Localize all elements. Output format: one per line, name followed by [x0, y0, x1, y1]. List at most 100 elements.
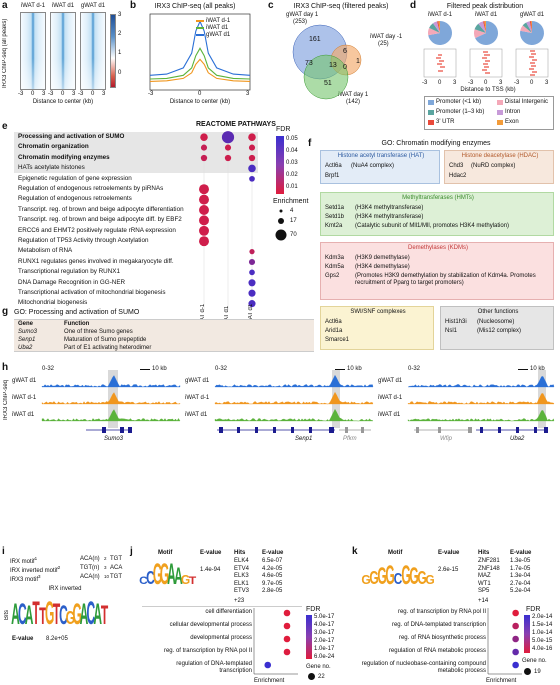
logo-letter: T [189, 576, 196, 587]
logo-letter: G [153, 558, 162, 591]
gene-name: Sumo3 [104, 436, 124, 442]
go-term: cell differentiation [205, 609, 252, 615]
hmt-gene: Setd1b [325, 214, 345, 220]
hdac-function: (NuRD complex) [471, 163, 516, 169]
irx-motif-row: IRX motif1 ACA(n) 2 TGT [10, 556, 122, 565]
motif-hit-name: SP5 [478, 588, 490, 595]
heatmap-xlabel: Distance to center (kb) [32, 99, 94, 105]
other-functions-box: Other functions Hist1h3i (Nucleosome) Ns… [440, 306, 554, 350]
venn-circle-iwat-d1 [303, 54, 349, 100]
pie-slice [531, 21, 532, 33]
go-term: developmental process [190, 635, 252, 641]
profile-plot [149, 13, 251, 91]
sumo-header: Function [64, 321, 90, 327]
pathway-dot [249, 249, 255, 255]
go-term: cellular developmental process [169, 622, 252, 628]
pie-slice [483, 21, 486, 33]
logo-letter: G [377, 564, 386, 591]
legend-item: 3' UTR [428, 119, 454, 125]
fdr-tick: 1.0e-17 [314, 646, 335, 652]
hat-title: Histone acetyl transferase (HAT) [337, 153, 425, 159]
hmt-box: Methyltransferases (HMTs) Setd1a (H3K4 m… [320, 192, 554, 236]
pie-slice [529, 21, 532, 33]
go-chromatin-title: GO: Chromatin modifying enzymes [381, 140, 491, 147]
enrichment-title: Enrichment [273, 198, 309, 205]
pathway-dot [248, 133, 256, 141]
heatmap-tick: 3 [102, 91, 106, 97]
other-functions-title: Other functions [477, 309, 519, 315]
irx-motif-end: ACA [110, 565, 123, 571]
heatmap-tick: 0 [91, 91, 95, 97]
motif-hit-evalue: 1.3e-05 [510, 558, 531, 564]
heatmap-colorbar [110, 14, 116, 88]
motif-header: Motif [158, 550, 173, 556]
distribution-legend: Promoter (<1 kb) Distal Intergenic Promo… [424, 96, 554, 130]
logo-letter: A [174, 564, 183, 591]
pathway-dot [248, 300, 256, 308]
venn-count: 51 [324, 80, 332, 87]
panel-label-c: c [268, 0, 274, 11]
heatmap-tick: 3 [42, 91, 46, 97]
fdr-tick: 2.0e-14 [532, 614, 553, 620]
profile-line-1 [149, 47, 251, 80]
irx-motif-seq: ACA(n) [80, 574, 100, 580]
fdr-tick: 6.0e-24 [314, 654, 335, 660]
track-iwat-dm1 [407, 393, 555, 405]
legend-label: iWAT d-1 [206, 18, 231, 24]
heatmap-tick: -3 [48, 91, 54, 97]
enrichment-tick: 17 [290, 218, 297, 224]
go-term: regulation of nucleobase-containing comp… [361, 661, 486, 674]
gene-model [217, 427, 371, 433]
enrichment-legend [275, 209, 287, 241]
scale-bar: 10 kb [152, 366, 167, 372]
scale-line [335, 369, 345, 370]
legend-label: Distal Intergenic [505, 99, 549, 105]
distribution-title: Filtered peak distribution [446, 3, 524, 10]
profile-xlabel: Distance to center (kb) [169, 99, 231, 105]
hdac-title: Histone deacetylase (HDAC) [461, 153, 539, 159]
go-dot [512, 609, 519, 617]
venn-title: IRX3 ChIP-seq (filtered peaks) [293, 3, 389, 10]
venn-count: 161 [309, 36, 321, 43]
heatmap-iwat-d1 [50, 12, 76, 90]
chip-signal [214, 391, 374, 405]
chip-signal [407, 393, 555, 405]
venn-count: 0 [343, 64, 347, 71]
track-iwat-d1 [41, 409, 181, 422]
heatmap-tick: -3 [78, 91, 84, 97]
gene-model [86, 427, 132, 433]
hat-gene: Actl6a [325, 163, 342, 169]
gene-name: Wfip [440, 436, 452, 442]
fdr-tick: 0.01 [286, 184, 298, 190]
venn-set-name: iWAT day -1 [370, 34, 403, 40]
other-function: (Nucleosome) [477, 319, 515, 325]
track-range: 0-32 [408, 366, 421, 372]
gene-name: Senp1 [295, 436, 313, 442]
irx-motif-name: IRX motif [10, 559, 35, 565]
go-xlabel-j: Enrichment [254, 678, 285, 684]
motif-hit-evalue: 9.7e-05 [262, 580, 283, 587]
venn-count: 1 [356, 58, 360, 65]
panel-label-k: k [352, 546, 358, 557]
pathway-dot [224, 144, 232, 151]
fdr-tick: 0.02 [286, 172, 298, 178]
pie-slice [438, 21, 440, 33]
distribution-group: iWAT d1 [474, 12, 498, 18]
irx-motif-row: IRX3 motif3 ACA(n) 10 TGT [10, 574, 122, 583]
pie-slice [429, 23, 440, 33]
legend-item: Distal Intergenic [497, 99, 548, 105]
panel-label-g: g [2, 306, 9, 317]
legend-item: Promoter (<1 kb) [428, 99, 481, 105]
pie-slice [428, 27, 440, 36]
motif-hit-evalue: 1.7e-05 [510, 565, 531, 572]
legend-item: gWAT d1 [196, 32, 248, 38]
heatmap-title-3: gWAT d1 [80, 3, 106, 9]
other-gene: Nsl1 [445, 328, 458, 334]
go-dot [512, 661, 519, 669]
logo-letter: G [66, 609, 75, 629]
panel-label-j: j [130, 546, 133, 557]
venn-count: 73 [305, 60, 313, 67]
motif-hit-name: ZNF281 [478, 558, 500, 564]
profile-xtick: 3 [246, 91, 250, 97]
